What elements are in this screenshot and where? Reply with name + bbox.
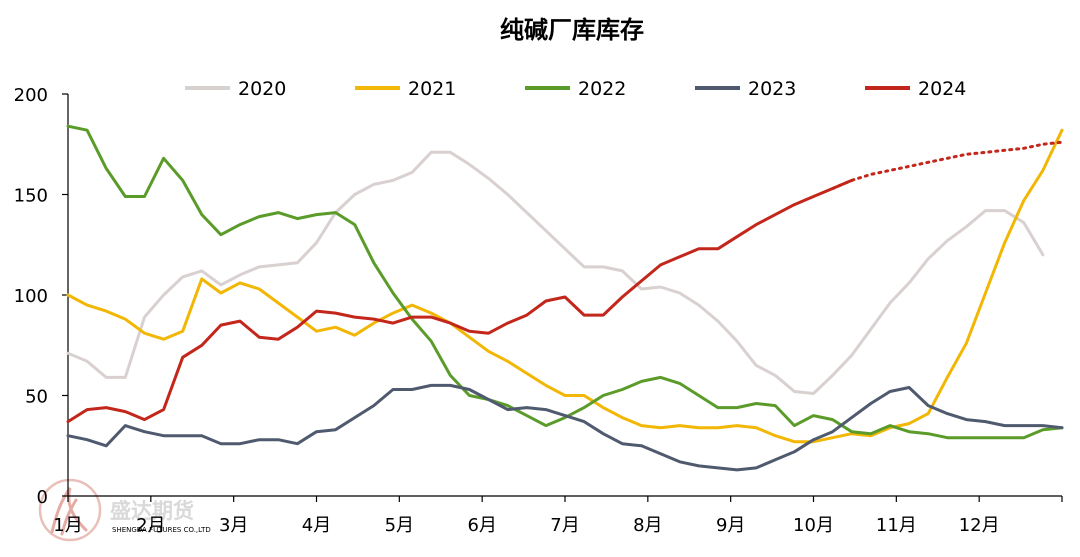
legend-item-2024: 2024 <box>865 78 966 100</box>
x-tick-label: 8月 <box>633 515 662 536</box>
watermark-subtext: SHENGDA FUTURES CO.,LTD <box>112 526 211 534</box>
legend: 2020 2021 2022 2023 2024 <box>185 78 966 100</box>
x-tick-label: 9月 <box>716 515 745 536</box>
x-tick-label: 12月 <box>959 515 1000 536</box>
series-2021-line <box>66 128 1064 444</box>
y-tick-label: 0 <box>37 487 48 508</box>
y-tick-label: 100 <box>14 286 48 307</box>
y-tick-label: 200 <box>14 85 48 106</box>
legend-label: 2023 <box>748 78 796 100</box>
x-tick-label: 2月 <box>136 515 165 536</box>
series-2020-line <box>66 150 1045 395</box>
x-tick-label: 5月 <box>385 515 414 536</box>
legend-label: 2020 <box>238 78 286 100</box>
watermark-text: 盛达期货 <box>110 499 194 523</box>
legend-item-2021: 2021 <box>355 78 456 100</box>
chart-title: 纯碱厂库库存 <box>500 16 644 44</box>
series-layer <box>66 124 1064 472</box>
x-tick-label: 1月 <box>53 515 82 536</box>
x-tick-label: 11月 <box>876 515 917 536</box>
x-tick-label: 3月 <box>219 515 248 536</box>
logo-flame <box>50 487 88 536</box>
x-tick-label: 7月 <box>550 515 579 536</box>
legend-label: 2021 <box>408 78 456 100</box>
x-tick-label: 6月 <box>467 515 496 536</box>
legend-item-2023: 2023 <box>695 78 796 100</box>
legend-label: 2022 <box>578 78 626 100</box>
x-tick-label: 10月 <box>793 515 834 536</box>
axes: 0 50 100 150 200 1月 2月 3月 4月 5月 6月 7月 8月 9月 10月 11月 12月 <box>14 85 1063 536</box>
series-2024-projection-line <box>831 140 1064 190</box>
logo-icon <box>38 478 102 542</box>
y-tick-label: 50 <box>25 387 48 408</box>
logo-ring <box>38 478 102 542</box>
series-2022-line <box>66 124 1064 440</box>
series-2023-line <box>66 383 1064 472</box>
legend-item-2022: 2022 <box>525 78 626 100</box>
legend-label: 2024 <box>918 78 966 100</box>
watermark-logo: 盛达期货 SHENGDA FUTURES CO.,LTD <box>38 478 211 542</box>
series-2024-line <box>66 178 854 424</box>
x-tick-label: 4月 <box>302 515 331 536</box>
legend-item-2020: 2020 <box>185 78 286 100</box>
y-tick-label: 150 <box>14 186 48 207</box>
